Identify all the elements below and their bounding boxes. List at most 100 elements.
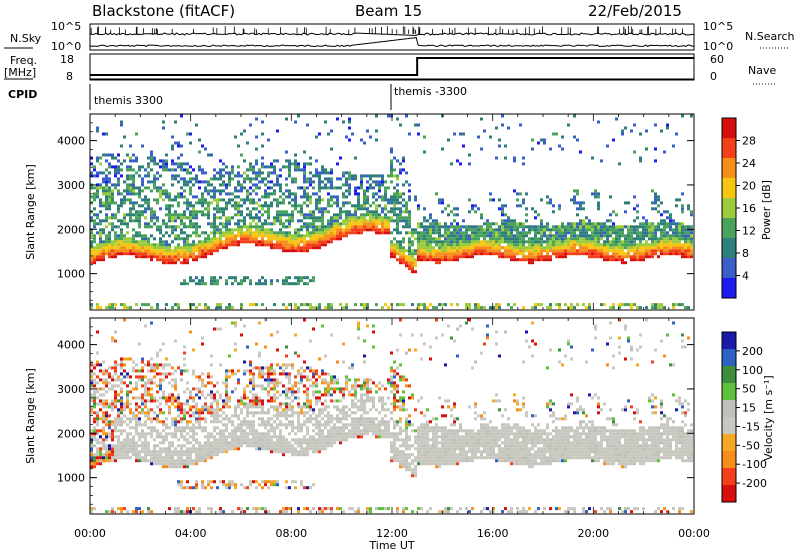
heatmap-cell — [327, 192, 330, 196]
heatmap-cell — [453, 237, 456, 241]
heatmap-cell — [219, 234, 222, 238]
heatmap-cell — [564, 303, 567, 307]
heatmap-cell — [213, 426, 216, 430]
heatmap-cell — [180, 186, 183, 190]
heatmap-cell — [120, 198, 123, 202]
heatmap-cell — [141, 396, 144, 400]
heatmap-cell — [600, 252, 603, 256]
heatmap-cell — [168, 261, 171, 265]
heatmap-cell — [114, 429, 117, 433]
heatmap-cell — [228, 483, 231, 487]
heatmap-cell — [669, 243, 672, 247]
heatmap-cell — [150, 435, 153, 439]
heatmap-cell — [363, 207, 366, 211]
heatmap-cell — [231, 483, 234, 487]
heatmap-cell — [612, 306, 615, 310]
heatmap-cell — [498, 228, 501, 232]
heatmap-cell — [261, 282, 264, 286]
nsearch-tick-bottom: 10^0 — [703, 40, 733, 53]
heatmap-cell — [261, 228, 264, 232]
heatmap-cell — [600, 234, 603, 238]
heatmap-cell — [495, 222, 498, 226]
heatmap-cell — [300, 219, 303, 223]
heatmap-cell — [141, 510, 144, 514]
heatmap-cell — [186, 207, 189, 211]
heatmap-cell — [207, 393, 210, 397]
heatmap-cell — [108, 249, 111, 253]
heatmap-cell — [240, 189, 243, 193]
heatmap-cell — [621, 261, 624, 265]
heatmap-cell — [192, 405, 195, 409]
heatmap-cell — [240, 396, 243, 400]
heatmap-cell — [99, 246, 102, 250]
heatmap-cell — [489, 225, 492, 229]
heatmap-cell — [228, 228, 231, 232]
heatmap-cell — [249, 198, 252, 202]
heatmap-cell — [96, 231, 99, 235]
heatmap-cell — [156, 384, 159, 388]
heatmap-cell — [411, 303, 414, 307]
heatmap-cell — [249, 480, 252, 484]
heatmap-cell — [108, 237, 111, 241]
heatmap-cell — [582, 231, 585, 235]
heatmap-cell — [216, 390, 219, 394]
heatmap-cell — [234, 135, 237, 139]
heatmap-cell — [660, 303, 663, 307]
nsky-label: N.Sky — [10, 32, 42, 45]
heatmap-cell — [126, 186, 129, 190]
heatmap-cell — [516, 192, 519, 196]
heatmap-cell — [174, 384, 177, 388]
heatmap-cell — [114, 426, 117, 430]
heatmap-cell — [426, 255, 429, 259]
heatmap-cell — [309, 183, 312, 187]
heatmap-cell — [309, 306, 312, 310]
heatmap-cell — [180, 450, 183, 454]
heatmap-cell — [171, 435, 174, 439]
heatmap-cell — [192, 462, 195, 466]
heatmap-cell — [186, 198, 189, 202]
heatmap-cell — [423, 216, 426, 220]
heatmap-cell — [582, 219, 585, 223]
heatmap-cell — [531, 306, 534, 310]
heatmap-cell — [549, 147, 552, 151]
power-colorbar-cells — [722, 118, 736, 298]
heatmap-cell — [93, 165, 96, 169]
heatmap-cell — [210, 435, 213, 439]
heatmap-cell — [405, 249, 408, 253]
heatmap-cell — [633, 207, 636, 211]
heatmap-cell — [507, 219, 510, 223]
heatmap-cell — [504, 231, 507, 235]
heatmap-cell — [108, 306, 111, 310]
heatmap-cell — [237, 282, 240, 286]
heatmap-cell — [189, 441, 192, 445]
heatmap-cell — [120, 381, 123, 385]
heatmap-cell — [120, 201, 123, 205]
heatmap-cell — [594, 240, 597, 244]
heatmap-cell — [612, 138, 615, 142]
heatmap-cell — [141, 408, 144, 412]
heatmap-cell — [210, 432, 213, 436]
heatmap-cell — [234, 438, 237, 442]
heatmap-cell — [399, 258, 402, 262]
heatmap-cell — [318, 237, 321, 241]
heatmap-cell — [273, 192, 276, 196]
heatmap-cell — [681, 207, 684, 211]
heatmap-cell — [120, 396, 123, 400]
heatmap-cell — [174, 420, 177, 424]
heatmap-cell — [300, 213, 303, 217]
heatmap-cell — [252, 372, 255, 376]
heatmap-cell — [165, 363, 168, 367]
heatmap-cell — [621, 240, 624, 244]
heatmap-cell — [177, 456, 180, 460]
heatmap-cell — [525, 231, 528, 235]
heatmap-cell — [315, 198, 318, 202]
heatmap-cell — [660, 243, 663, 247]
heatmap-cell — [162, 435, 165, 439]
heatmap-cell — [108, 240, 111, 244]
heatmap-cell — [108, 162, 111, 166]
heatmap-cell — [357, 216, 360, 220]
heatmap-cell — [321, 210, 324, 214]
heatmap-cell — [132, 252, 135, 256]
heatmap-cell — [435, 237, 438, 241]
heatmap-cell — [636, 234, 639, 238]
